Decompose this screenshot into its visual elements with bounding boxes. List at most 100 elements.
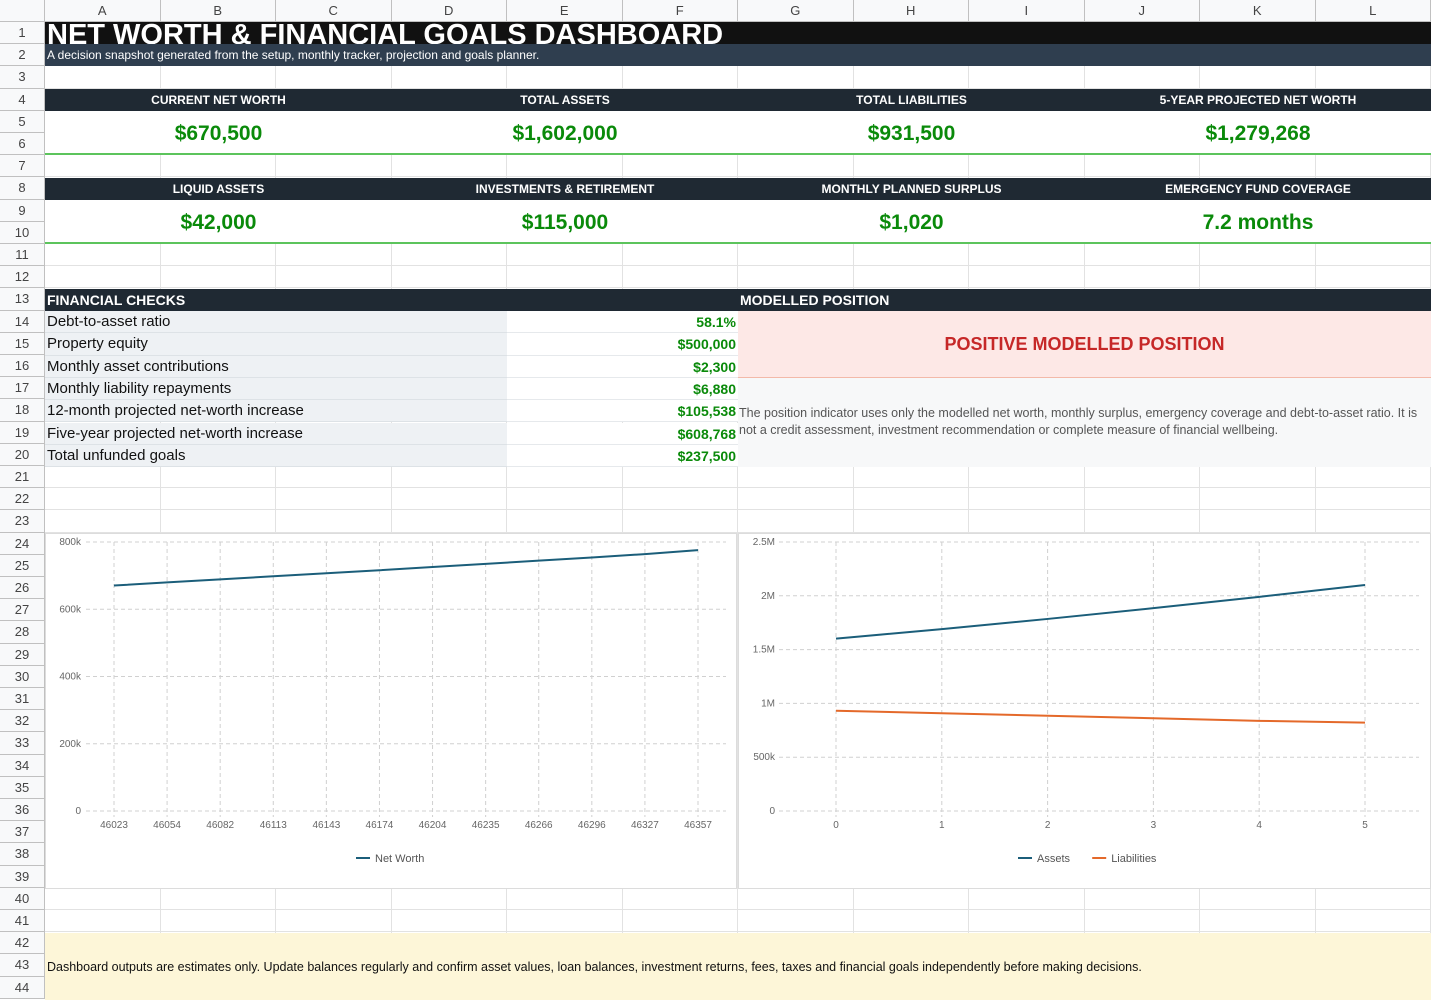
row-header[interactable]: 8: [0, 177, 45, 200]
assets-liabilities-chart-panel[interactable]: 0 500k 1M 1.5M 2M 2.5M 0 1 2 3 4 5 Assets Liabilities: [738, 533, 1431, 889]
column-header[interactable]: C: [276, 0, 392, 22]
check-label: Debt-to-asset ratio: [45, 311, 507, 334]
column-header[interactable]: B: [160, 0, 276, 22]
row-header[interactable]: 44: [0, 976, 45, 999]
kpi-value: $1,279,268: [1205, 122, 1311, 145]
kpi-card: [1084, 200, 1431, 244]
row-header[interactable]: 41: [0, 910, 45, 933]
x-tick-label: 1: [939, 820, 945, 831]
grid-line: [275, 22, 276, 1000]
kpi-value: $115,000: [521, 211, 609, 234]
row-header[interactable]: 34: [0, 754, 45, 777]
check-value: $105,538: [507, 400, 738, 423]
row-header[interactable]: 2: [0, 44, 45, 67]
x-tick-label: 46023: [100, 820, 128, 831]
row-header[interactable]: 27: [0, 599, 45, 622]
x-tick-label: 46266: [525, 820, 553, 831]
series-line: [835, 584, 1366, 640]
check-label: Monthly liability repayments: [45, 377, 507, 401]
row-header[interactable]: 15: [0, 332, 45, 355]
column-header[interactable]: H: [853, 0, 969, 22]
position-status-text: POSITIVE MODELLED POSITION: [944, 334, 1225, 354]
row-header[interactable]: 19: [0, 421, 45, 444]
row-header[interactable]: 37: [0, 821, 45, 844]
column-header[interactable]: K: [1200, 0, 1316, 22]
row-header[interactable]: 36: [0, 799, 45, 822]
row-header[interactable]: 4: [0, 88, 45, 111]
row-header[interactable]: 40: [0, 887, 45, 910]
column-header[interactable]: E: [507, 0, 623, 22]
row-header[interactable]: 11: [0, 244, 45, 267]
row-header[interactable]: 25: [0, 554, 45, 577]
row-header[interactable]: 39: [0, 865, 45, 888]
column-header[interactable]: J: [1084, 0, 1200, 22]
row-header[interactable]: 1: [0, 22, 45, 45]
y-tick-label: 0: [75, 806, 81, 817]
row-header[interactable]: 33: [0, 732, 45, 755]
row-header[interactable]: 35: [0, 776, 45, 799]
column-header[interactable]: F: [622, 0, 738, 22]
row-header[interactable]: 42: [0, 932, 45, 955]
row-header[interactable]: 7: [0, 155, 45, 178]
footer-note-box: [45, 933, 1431, 1000]
x-tick-label: 46235: [472, 820, 500, 831]
row-header[interactable]: 30: [0, 665, 45, 688]
x-tick-label: 46327: [631, 820, 659, 831]
select-all-corner[interactable]: [0, 0, 45, 22]
row-header[interactable]: 22: [0, 488, 45, 511]
net-worth-chart-panel[interactable]: 0 200k 400k 600k 800k 46023 46054 46082 46113 461…: [45, 533, 737, 889]
kpi-card: [738, 111, 1085, 155]
column-header[interactable]: G: [738, 0, 854, 22]
grid-line: [45, 909, 1431, 910]
column-header[interactable]: L: [1315, 0, 1431, 22]
grid-line: [390, 22, 392, 1000]
modelled-position-heading: MODELLED POSITION: [738, 289, 1431, 311]
row-header[interactable]: 24: [0, 532, 45, 555]
assets-liabilities-line-chart: 0 500k 1M 1.5M 2M 2.5M 0 1 2 3 4 5 Assets Liabilities: [753, 537, 1419, 865]
row-header[interactable]: 21: [0, 466, 45, 489]
kpi-label: TOTAL ASSETS: [391, 89, 739, 111]
y-tick-label: 1M: [761, 698, 775, 709]
x-tick-label: 46357: [684, 820, 712, 831]
row-header[interactable]: 23: [0, 510, 45, 533]
row-header[interactable]: 12: [0, 266, 45, 289]
check-value: $6,880: [507, 377, 738, 401]
row-header[interactable]: 29: [0, 643, 45, 666]
financial-checks-heading: FINANCIAL CHECKS: [45, 289, 738, 311]
row-header[interactable]: 38: [0, 843, 45, 866]
column-header[interactable]: D: [391, 0, 507, 22]
grid-line: [1314, 22, 1316, 1000]
row-header[interactable]: 31: [0, 688, 45, 711]
row-header[interactable]: 6: [0, 133, 45, 156]
row-header[interactable]: 18: [0, 399, 45, 422]
column-header[interactable]: I: [969, 0, 1085, 22]
kpi-value: $42,000: [180, 211, 257, 234]
row-header[interactable]: 26: [0, 577, 45, 600]
kpi-label: CURRENT NET WORTH: [45, 89, 392, 111]
row-header[interactable]: 17: [0, 377, 45, 400]
row-header[interactable]: 32: [0, 710, 45, 733]
grid-line: [45, 176, 1431, 178]
kpi-label: EMERGENCY FUND COVERAGE: [1084, 178, 1431, 200]
kpi-label: LIQUID ASSETS: [45, 178, 392, 200]
row-header[interactable]: 3: [0, 66, 45, 89]
row-header[interactable]: 20: [0, 443, 45, 466]
row-header[interactable]: 43: [0, 954, 45, 977]
row-header[interactable]: 14: [0, 310, 45, 333]
check-label: Five-year projected net-worth increase: [45, 422, 507, 445]
column-header[interactable]: A: [45, 0, 161, 22]
kpi-card: [1084, 111, 1431, 155]
row-header[interactable]: 9: [0, 199, 45, 222]
row-header[interactable]: 16: [0, 355, 45, 378]
kpi-card: [45, 111, 392, 155]
position-status-box: [738, 311, 1431, 378]
row-header[interactable]: 13: [0, 288, 45, 311]
x-tick-label: 46054: [153, 820, 181, 831]
row-header[interactable]: 10: [0, 221, 45, 244]
check-label: Total unfunded goals: [45, 444, 507, 468]
row-header[interactable]: 5: [0, 110, 45, 133]
row-header[interactable]: 28: [0, 621, 45, 644]
kpi-value: $670,500: [174, 122, 263, 145]
y-tick-label: 400k: [59, 672, 82, 683]
